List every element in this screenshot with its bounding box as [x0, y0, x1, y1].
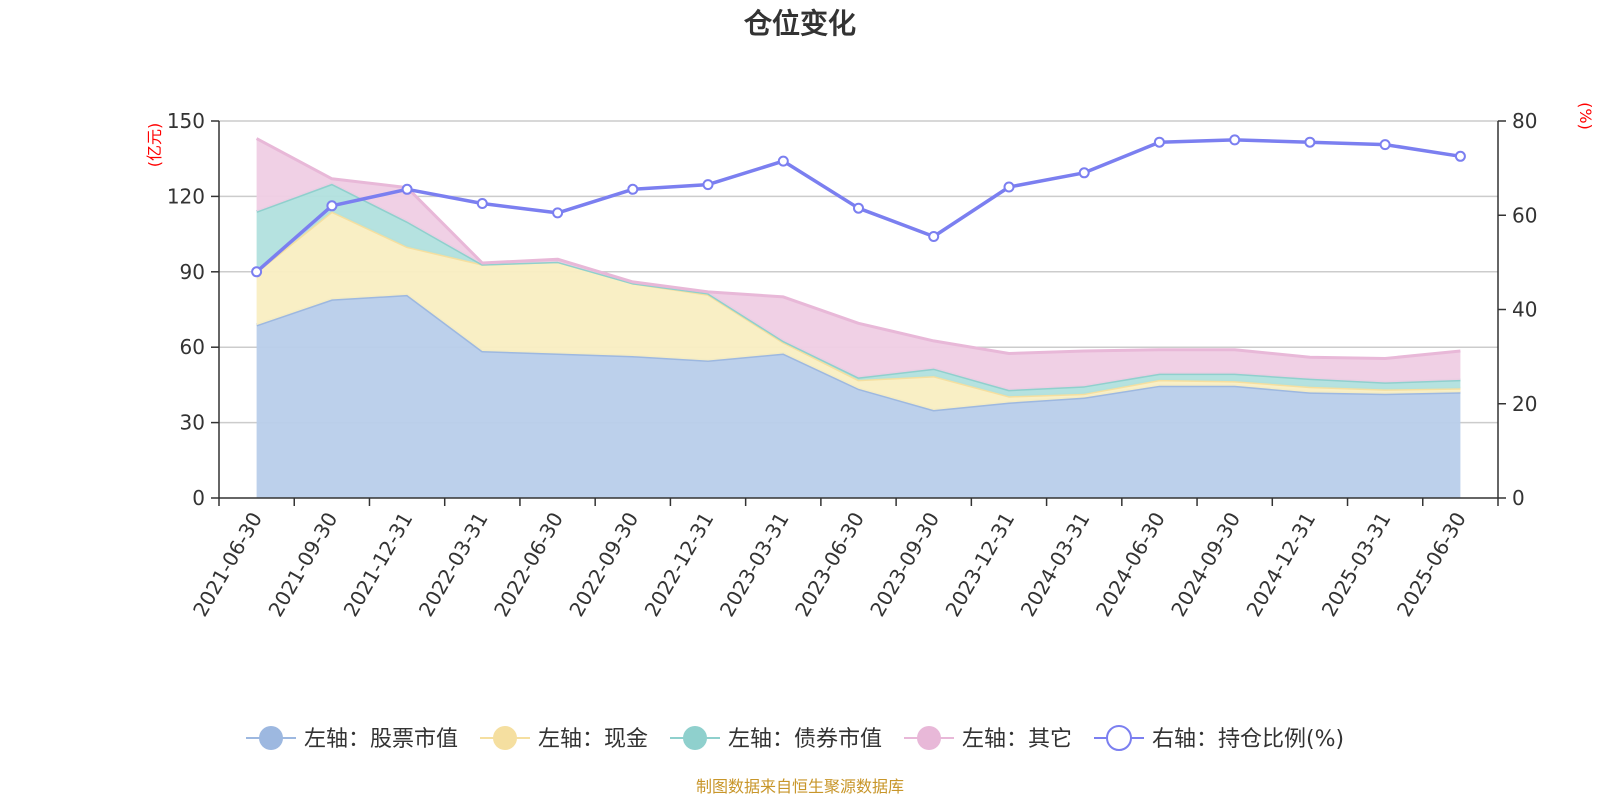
- x-tick-label: 2022-06-30: [489, 508, 568, 621]
- legend-symbol-marker: [259, 726, 283, 750]
- legend-symbol-marker: [493, 726, 517, 750]
- legend-label: 左轴：债券市值: [728, 727, 882, 752]
- ratio-line: [251, 134, 1466, 278]
- left-axis-unit: (亿元): [145, 123, 164, 168]
- ratio-point: [928, 231, 940, 242]
- ratio-point: [1379, 139, 1391, 151]
- legend-item-3: 左轴：其它: [904, 726, 1072, 752]
- stacked-areas: [255, 137, 1461, 498]
- x-tick-label: 2024-09-30: [1166, 508, 1245, 621]
- ratio-point: [1229, 134, 1241, 146]
- ratio-point: [627, 183, 639, 195]
- ratio-point: [777, 155, 789, 167]
- x-tick-label: 2022-12-31: [640, 508, 719, 621]
- ratio-point: [1454, 150, 1466, 162]
- x-tick-label: 2024-03-31: [1016, 508, 1095, 621]
- legend-symbol-marker: [1106, 725, 1132, 751]
- chart-title: 仓位变化: [744, 7, 856, 40]
- area-series-0: [256, 294, 1461, 498]
- right-tick-label: 20: [1512, 392, 1537, 416]
- x-tick-label: 2025-06-30: [1392, 508, 1471, 621]
- x-tick-label: 2025-03-31: [1317, 508, 1396, 621]
- x-tick-label: 2021-06-30: [188, 508, 267, 621]
- ratio-point: [1078, 167, 1090, 179]
- ratio-point: [1304, 136, 1316, 148]
- ratio-point: [251, 266, 263, 278]
- ratio-point: [702, 179, 714, 191]
- ratio-point: [476, 198, 488, 209]
- left-tick-label: 90: [180, 260, 205, 284]
- ratio-point: [1003, 181, 1015, 193]
- right-tick-label: 80: [1512, 109, 1537, 133]
- left-tick-label: 60: [180, 335, 205, 359]
- x-tick-label: 2023-06-30: [790, 508, 869, 621]
- area-series-1: [256, 211, 1461, 410]
- ratio-point: [853, 202, 864, 214]
- x-tick-label: 2023-12-31: [940, 508, 1019, 621]
- area-series-edge-3: [255, 137, 1461, 360]
- ratio-point: [401, 183, 413, 195]
- legend-label: 右轴：持仓比例(%): [1152, 727, 1344, 752]
- x-tick-label: 2022-09-30: [564, 508, 643, 621]
- right-tick-label: 60: [1512, 203, 1537, 227]
- x-tick-label: 2023-03-31: [715, 508, 794, 621]
- legend-label: 左轴：股票市值: [304, 727, 458, 752]
- left-tick-label: 120: [167, 184, 205, 208]
- ratio-point: [326, 200, 338, 212]
- legend: 左轴：股票市值 左轴：现金 左轴：债券市值 左轴：其它 右轴：持仓比例(%): [246, 725, 1344, 752]
- x-tick-label: 2021-09-30: [263, 508, 342, 621]
- right-tick-label: 40: [1512, 298, 1537, 322]
- legend-symbol-marker: [683, 726, 707, 750]
- left-tick-label: 30: [180, 411, 205, 435]
- x-tick-label: 2022-03-31: [414, 508, 493, 621]
- x-tick-label: 2024-12-31: [1241, 508, 1320, 621]
- legend-symbol-marker: [917, 726, 941, 750]
- left-tick-label: 0: [192, 486, 205, 510]
- legend-item-0: 左轴：股票市值: [246, 726, 458, 752]
- ratio-point: [552, 207, 564, 219]
- x-tick-label: 2023-09-30: [865, 508, 944, 621]
- right-tick-label: 0: [1512, 486, 1525, 510]
- legend-label: 左轴：其它: [962, 727, 1072, 752]
- area-series-3: [256, 138, 1461, 390]
- legend-item-1: 左轴：现金: [480, 726, 648, 752]
- left-tick-label: 150: [167, 109, 205, 133]
- ratio-point: [1153, 136, 1165, 148]
- source-note: 制图数据来自恒生聚源数据库: [696, 777, 904, 796]
- right-axis-unit: (%): [1576, 102, 1595, 130]
- legend-item-4: 右轴：持仓比例(%): [1094, 725, 1344, 752]
- legend-label: 左轴：现金: [538, 727, 648, 752]
- x-tick-label: 2021-12-31: [339, 508, 418, 621]
- x-tick-label: 2024-06-30: [1091, 508, 1170, 621]
- legend-item-2: 左轴：债券市值: [670, 726, 882, 752]
